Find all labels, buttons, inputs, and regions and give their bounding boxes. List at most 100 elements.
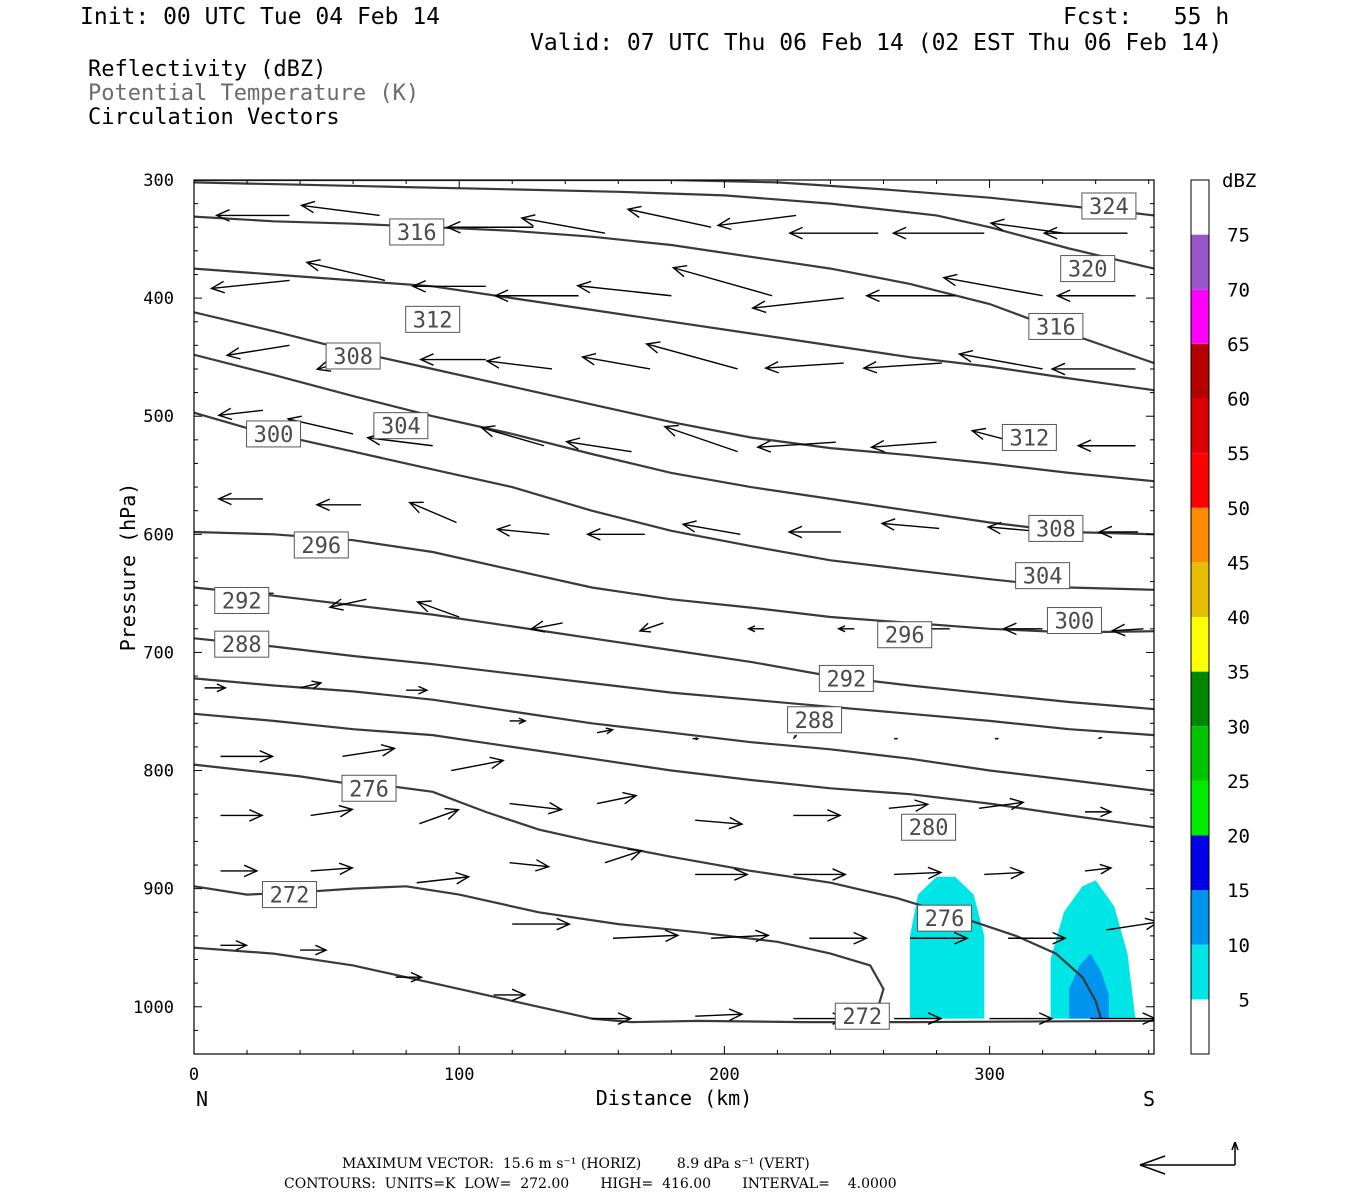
circulation-vector [395, 971, 424, 983]
circulation-vector [891, 226, 985, 240]
reflectivity-area-0 [910, 876, 985, 1019]
contour-label: 272 [261, 881, 317, 909]
circulation-vector [809, 931, 869, 945]
circulation-vector [220, 939, 249, 951]
colorbar-swatch [1191, 890, 1209, 945]
circulation-vector [612, 929, 680, 943]
circulation-vector [214, 209, 290, 222]
circulation-vector [1001, 622, 1043, 636]
circulation-vector [989, 1012, 1054, 1025]
theta-contour-276 [194, 763, 1103, 1019]
theta-contour-272 [194, 946, 1154, 1024]
colorbar-label: 75 [1227, 225, 1250, 247]
circulation-vector [217, 492, 263, 506]
reflectivity-area-2 [1069, 953, 1109, 1019]
theta-contour-284 [194, 677, 1154, 792]
circulation-vector [418, 353, 486, 366]
circulation-vector [445, 220, 534, 234]
circulation-vector [406, 685, 429, 695]
colorbar-label: 50 [1227, 498, 1250, 520]
circulation-vector [512, 917, 572, 931]
circulation-vector [663, 424, 738, 453]
circulation-vector [989, 218, 1064, 234]
contour-label: 324 [1081, 192, 1137, 220]
colorbar-swatch [1191, 780, 1209, 836]
svg-text:292: 292 [222, 589, 262, 614]
circulation-vector [1097, 525, 1139, 539]
contour-label: 288 [214, 630, 270, 658]
contour-label: 308 [325, 342, 381, 370]
valid-time: Valid: 07 UTC Thu 06 Feb 14 (02 EST Thu … [530, 30, 1223, 56]
circulation-vector [328, 598, 367, 611]
circulation-vector [638, 622, 664, 633]
x-tick-label: 0 [189, 1065, 199, 1085]
circulation-vector [681, 520, 741, 536]
colorbar-label: 65 [1227, 334, 1250, 356]
svg-text:308: 308 [333, 345, 373, 370]
circulation-vector [225, 344, 290, 360]
svg-text:312: 312 [413, 308, 453, 333]
circulation-vector [509, 801, 564, 815]
circulation-vector [209, 279, 290, 294]
circulation-vector [1076, 439, 1136, 453]
contour-label: 276 [341, 774, 397, 802]
contour-label: 276 [916, 904, 972, 932]
circulation-vector [942, 273, 1043, 297]
contour-label: 320 [1060, 255, 1116, 283]
circulation-vector [978, 797, 1025, 811]
circulation-vector [305, 259, 386, 282]
circulation-vector [300, 944, 328, 956]
contour-label: 272 [834, 1002, 890, 1030]
circulation-vector [984, 866, 1026, 880]
circulation-vector [1098, 736, 1103, 740]
circulation-vector [626, 205, 712, 228]
contour-info: CONTOURS: UNITS=K LOW= 272.00 HIGH= 416.… [284, 1176, 897, 1192]
circulation-vector [408, 501, 457, 524]
circulation-vector [1042, 226, 1128, 240]
circulation-vector [596, 727, 615, 735]
colorbar-label: 10 [1227, 935, 1250, 957]
contour-label: 296 [293, 531, 349, 559]
contour-label: 292 [818, 664, 874, 692]
contour-label: 300 [246, 420, 302, 448]
contour-label: 300 [1046, 607, 1102, 635]
contour-label: 316 [389, 218, 445, 246]
circulation-vector [695, 1008, 744, 1022]
colorbar-swatch [1191, 180, 1209, 235]
circulation-vector [575, 280, 672, 297]
colorbar-label: 40 [1227, 607, 1250, 629]
theta-contour-300 [194, 411, 1154, 591]
circulation-vector [585, 527, 645, 541]
max-vector-note: MAXIMUM VECTOR: 15.6 m s⁻¹ (HORIZ) 8.9 d… [342, 1156, 810, 1172]
y-axis-label: Pressure (hPa) [116, 483, 140, 652]
svg-text:288: 288 [222, 633, 262, 658]
theta-contour-308 [194, 311, 1154, 483]
colorbar-swatch [1191, 617, 1209, 672]
circulation-vector [792, 734, 797, 740]
colorbar-swatch [1191, 671, 1209, 727]
svg-text:300: 300 [254, 423, 294, 448]
circulation-vector [787, 525, 842, 539]
circulation-vector [416, 871, 471, 885]
field-label-theta: Potential Temperature (K) [88, 81, 420, 106]
colorbar-swatch [1191, 835, 1209, 891]
circulation-vector [529, 620, 563, 633]
contour-label: 280 [901, 813, 957, 841]
circulation-vector [1008, 931, 1067, 945]
reference-vector [1139, 1141, 1239, 1175]
forecast-hour: Fcst: 55 h [1063, 4, 1230, 30]
svg-text:276: 276 [349, 777, 389, 802]
circulation-vector [310, 804, 355, 818]
svg-text:296: 296 [301, 534, 341, 559]
circulation-vector [888, 799, 930, 812]
colorbar-swatch [1191, 944, 1209, 1000]
colorbar-label: 25 [1227, 771, 1250, 793]
field-label-reflectivity: Reflectivity (dBZ) [88, 57, 327, 82]
circulation-vector [220, 809, 264, 822]
theta-contour-320 [194, 181, 1154, 270]
circulation-vector [1055, 289, 1136, 303]
colorbar-label: 55 [1227, 443, 1250, 465]
x-end-label-south: S [1143, 1087, 1155, 1111]
svg-text:288: 288 [795, 709, 835, 734]
